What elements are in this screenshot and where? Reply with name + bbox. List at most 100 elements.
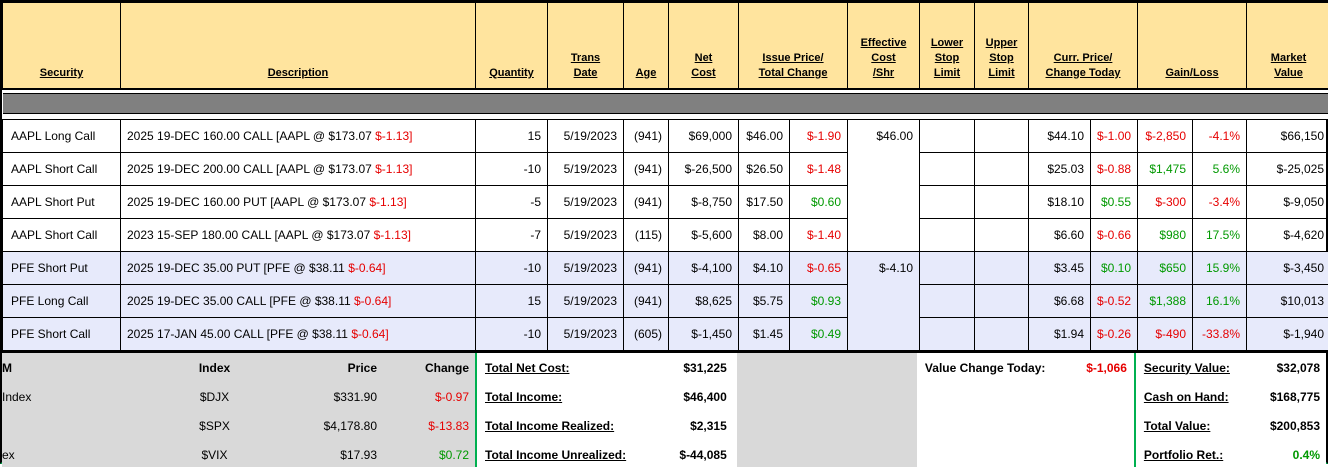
cell-upper-stop[interactable] [975,186,1029,219]
cell-gain-loss[interactable]: $-2,850 [1138,120,1193,153]
cell-curr-price[interactable]: $44.10 [1029,120,1091,153]
cell-gain-loss-pct[interactable]: 17.5% [1193,219,1247,252]
cell-security[interactable]: PFE Short Put [3,252,121,285]
cell-gain-loss-pct[interactable]: 5.6% [1193,153,1247,186]
cell-quantity[interactable]: -5 [476,186,548,219]
cell-quantity[interactable]: 15 [476,120,548,153]
cell-curr-price[interactable]: $1.94 [1029,318,1091,351]
cell-total-change[interactable]: $-1.40 [790,219,848,252]
cell-curr-price[interactable]: $25.03 [1029,153,1091,186]
cell-age[interactable]: (941) [624,153,669,186]
cell-quantity[interactable]: -10 [476,318,548,351]
cell-issue-price[interactable]: $5.75 [739,285,790,318]
cell-security[interactable]: PFE Long Call [3,285,121,318]
cell-market-value[interactable]: $-9,050 [1247,186,1328,219]
cell-quantity[interactable]: 15 [476,285,548,318]
cell-age[interactable]: (605) [624,318,669,351]
cell-issue-price[interactable]: $1.45 [739,318,790,351]
cell-issue-price[interactable]: $46.00 [739,120,790,153]
cell-change-today[interactable]: $-0.66 [1091,219,1138,252]
cell-lower-stop[interactable] [920,318,975,351]
cell-market-value[interactable]: $-3,450 [1247,252,1328,285]
cell-change-today[interactable]: $-0.52 [1091,285,1138,318]
cell-security[interactable]: AAPL Short Call [3,153,121,186]
cell-gain-loss[interactable]: $-300 [1138,186,1193,219]
cell-age[interactable]: (941) [624,120,669,153]
col-header-quantity[interactable]: Quantity [476,3,548,89]
cell-security[interactable]: AAPL Short Put [3,186,121,219]
col-header-issue-price[interactable]: Issue Price/Total Change [739,3,848,89]
cell-lower-stop[interactable] [920,153,975,186]
cell-quantity[interactable]: -7 [476,219,548,252]
cell-gain-loss-pct[interactable]: -4.1% [1193,120,1247,153]
cell-description[interactable]: 2025 19-DEC 35.00 PUT [PFE @ $38.11 $-0.… [121,252,476,285]
cell-effective-cost[interactable]: $46.00 [848,120,920,252]
cell-upper-stop[interactable] [975,252,1029,285]
cell-security[interactable]: AAPL Long Call [3,120,121,153]
cell-trans-date[interactable]: 5/19/2023 [548,186,624,219]
cell-net-cost[interactable]: $8,625 [669,285,739,318]
cell-total-change[interactable]: $0.60 [790,186,848,219]
cell-issue-price[interactable]: $26.50 [739,153,790,186]
cell-net-cost[interactable]: $-8,750 [669,186,739,219]
cell-market-value[interactable]: $10,013 [1247,285,1328,318]
col-header-curr-price[interactable]: Curr. Price/Change Today [1029,3,1138,89]
index-symbol[interactable]: $DJX [152,390,277,404]
cell-issue-price[interactable]: $8.00 [739,219,790,252]
cell-curr-price[interactable]: $6.68 [1029,285,1091,318]
cell-trans-date[interactable]: 5/19/2023 [548,219,624,252]
cell-upper-stop[interactable] [975,318,1029,351]
cell-effective-cost[interactable]: $-4.10 [848,252,920,351]
index-symbol[interactable]: $SPX [152,419,277,433]
cell-change-today[interactable]: $-0.26 [1091,318,1138,351]
cell-total-change[interactable]: $0.93 [790,285,848,318]
cell-quantity[interactable]: -10 [476,153,548,186]
col-header-description[interactable]: Description [121,3,476,89]
cell-gain-loss-pct[interactable]: 16.1% [1193,285,1247,318]
cell-trans-date[interactable]: 5/19/2023 [548,120,624,153]
cell-market-value[interactable]: $-4,620 [1247,219,1328,252]
cell-security[interactable]: AAPL Short Call [3,219,121,252]
cell-gain-loss[interactable]: $-490 [1138,318,1193,351]
cell-description[interactable]: 2025 19-DEC 35.00 CALL [PFE @ $38.11 $-0… [121,285,476,318]
cell-description[interactable]: 2025 17-JAN 45.00 CALL [PFE @ $38.11 $-0… [121,318,476,351]
cell-trans-date[interactable]: 5/19/2023 [548,153,624,186]
cell-change-today[interactable]: $0.10 [1091,252,1138,285]
cell-trans-date[interactable]: 5/19/2023 [548,318,624,351]
cell-lower-stop[interactable] [920,285,975,318]
cell-upper-stop[interactable] [975,120,1029,153]
cell-market-value[interactable]: $66,150 [1247,120,1328,153]
cell-description[interactable]: 2025 19-DEC 160.00 PUT [AAPL @ $173.07 $… [121,186,476,219]
cell-lower-stop[interactable] [920,186,975,219]
cell-lower-stop[interactable] [920,120,975,153]
cell-curr-price[interactable]: $6.60 [1029,219,1091,252]
cell-change-today[interactable]: $-1.00 [1091,120,1138,153]
cell-lower-stop[interactable] [920,252,975,285]
cell-lower-stop[interactable] [920,219,975,252]
cell-net-cost[interactable]: $-4,100 [669,252,739,285]
cell-net-cost[interactable]: $-26,500 [669,153,739,186]
cell-upper-stop[interactable] [975,285,1029,318]
index-symbol[interactable]: $VIX [152,448,277,462]
cell-gain-loss[interactable]: $650 [1138,252,1193,285]
cell-quantity[interactable]: -10 [476,252,548,285]
cell-age[interactable]: (941) [624,285,669,318]
cell-total-change[interactable]: $0.49 [790,318,848,351]
cell-trans-date[interactable]: 5/19/2023 [548,285,624,318]
cell-market-value[interactable]: $-25,025 [1247,153,1328,186]
cell-issue-price[interactable]: $17.50 [739,186,790,219]
cell-age[interactable]: (941) [624,252,669,285]
cell-age[interactable]: (115) [624,219,669,252]
cell-gain-loss[interactable]: $980 [1138,219,1193,252]
cell-description[interactable]: 2025 19-DEC 200.00 CALL [AAPL @ $173.07 … [121,153,476,186]
cell-gain-loss[interactable]: $1,475 [1138,153,1193,186]
cell-gain-loss-pct[interactable]: 15.9% [1193,252,1247,285]
cell-gain-loss-pct[interactable]: -33.8% [1193,318,1247,351]
cell-description[interactable]: 2023 15-SEP 180.00 CALL [AAPL @ $173.07 … [121,219,476,252]
